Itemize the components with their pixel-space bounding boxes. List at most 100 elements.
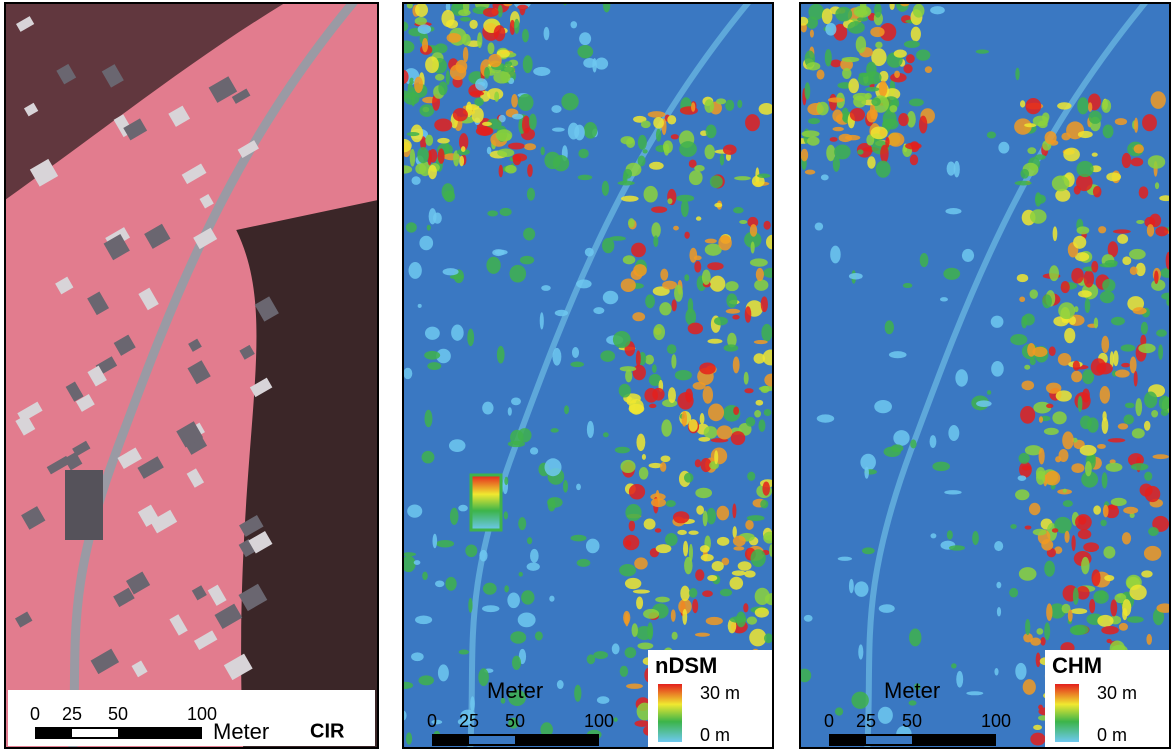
height-blob <box>991 316 1004 328</box>
height-blob <box>527 562 540 570</box>
legend-max: 30 m <box>1097 683 1137 703</box>
height-blob <box>1144 421 1150 431</box>
height-blob <box>1022 465 1032 470</box>
height-blob <box>1015 181 1032 186</box>
height-blob <box>1027 147 1036 154</box>
height-blob <box>673 511 689 523</box>
height-blob <box>547 497 563 508</box>
height-blob <box>1138 344 1155 354</box>
height-blob <box>704 426 718 439</box>
height-blob <box>732 570 746 576</box>
height-blob <box>632 312 645 321</box>
height-blob <box>1102 411 1106 421</box>
height-blob <box>842 68 851 79</box>
height-blob <box>636 434 645 452</box>
height-blob <box>496 129 513 141</box>
height-blob <box>476 126 494 136</box>
height-blob <box>1147 224 1154 237</box>
height-blob <box>445 577 456 591</box>
height-blob <box>592 58 597 72</box>
height-blob <box>1021 380 1034 390</box>
panel-label: CIR <box>310 720 345 742</box>
height-blob <box>1063 500 1073 507</box>
height-blob <box>660 462 666 472</box>
height-blob <box>739 220 747 224</box>
height-blob <box>511 398 521 406</box>
height-blob <box>415 17 427 25</box>
height-blob <box>419 236 433 250</box>
height-blob <box>737 100 742 108</box>
height-blob <box>747 515 765 521</box>
height-blob <box>1108 438 1126 442</box>
height-blob <box>681 199 689 217</box>
height-blob <box>623 255 636 264</box>
height-blob <box>691 102 695 112</box>
height-blob <box>647 622 653 640</box>
height-blob <box>1111 317 1125 326</box>
height-blob <box>1100 520 1106 527</box>
height-blob <box>517 5 528 10</box>
height-blob <box>459 156 464 167</box>
height-blob <box>625 613 629 626</box>
scale-tick-label: 0 <box>427 711 437 731</box>
figure: 02550100MeterCIR02550100MeternDSM30 m0 m… <box>0 0 1172 752</box>
height-blob <box>521 590 534 604</box>
height-blob <box>469 20 477 29</box>
height-blob <box>1103 505 1109 518</box>
height-blob <box>849 273 863 280</box>
height-blob <box>707 508 716 525</box>
height-blob <box>1009 588 1018 598</box>
height-blob <box>651 498 666 507</box>
height-blob <box>621 278 636 292</box>
height-blob <box>497 346 505 364</box>
height-blob <box>1081 557 1089 574</box>
height-blob <box>1131 158 1144 167</box>
height-blob <box>550 428 558 432</box>
height-blob <box>1049 265 1059 281</box>
height-blob <box>919 116 927 134</box>
height-blob <box>1080 445 1097 456</box>
height-blob <box>945 208 961 214</box>
height-blob <box>666 500 676 507</box>
height-blob <box>673 226 679 231</box>
height-blob <box>482 402 493 415</box>
height-blob <box>613 717 617 722</box>
legend-ramp <box>1055 684 1079 742</box>
height-blob <box>763 532 776 544</box>
height-blob <box>552 128 565 132</box>
height-blob <box>530 447 538 454</box>
height-blob <box>487 210 498 216</box>
height-blob <box>494 25 506 41</box>
height-blob <box>802 130 820 137</box>
height-blob <box>595 58 608 70</box>
scale-tick-label: 50 <box>108 704 128 724</box>
height-blob <box>1158 344 1163 360</box>
height-blob <box>636 596 643 609</box>
height-blob <box>731 431 745 445</box>
legend-max: 30 m <box>700 683 740 703</box>
scale-tick-label: 0 <box>30 704 40 724</box>
height-blob <box>465 544 477 557</box>
height-blob <box>949 545 965 550</box>
height-blob <box>1139 186 1149 198</box>
height-blob <box>1133 307 1147 314</box>
height-blob <box>576 279 592 288</box>
height-blob <box>1151 410 1158 417</box>
height-blob <box>947 530 953 539</box>
height-blob <box>619 564 636 576</box>
height-blob <box>1078 290 1092 297</box>
height-blob <box>867 156 875 168</box>
height-blob <box>1045 471 1060 486</box>
height-blob <box>759 103 774 115</box>
height-blob <box>695 569 704 581</box>
height-blob <box>806 62 820 70</box>
height-blob <box>551 105 561 113</box>
height-blob <box>620 460 635 473</box>
height-blob <box>1063 489 1067 493</box>
height-blob <box>716 98 726 104</box>
height-blob <box>1101 336 1109 353</box>
height-blob <box>1131 463 1149 470</box>
height-blob <box>522 29 529 42</box>
height-blob <box>406 732 412 744</box>
height-blob <box>763 268 778 278</box>
